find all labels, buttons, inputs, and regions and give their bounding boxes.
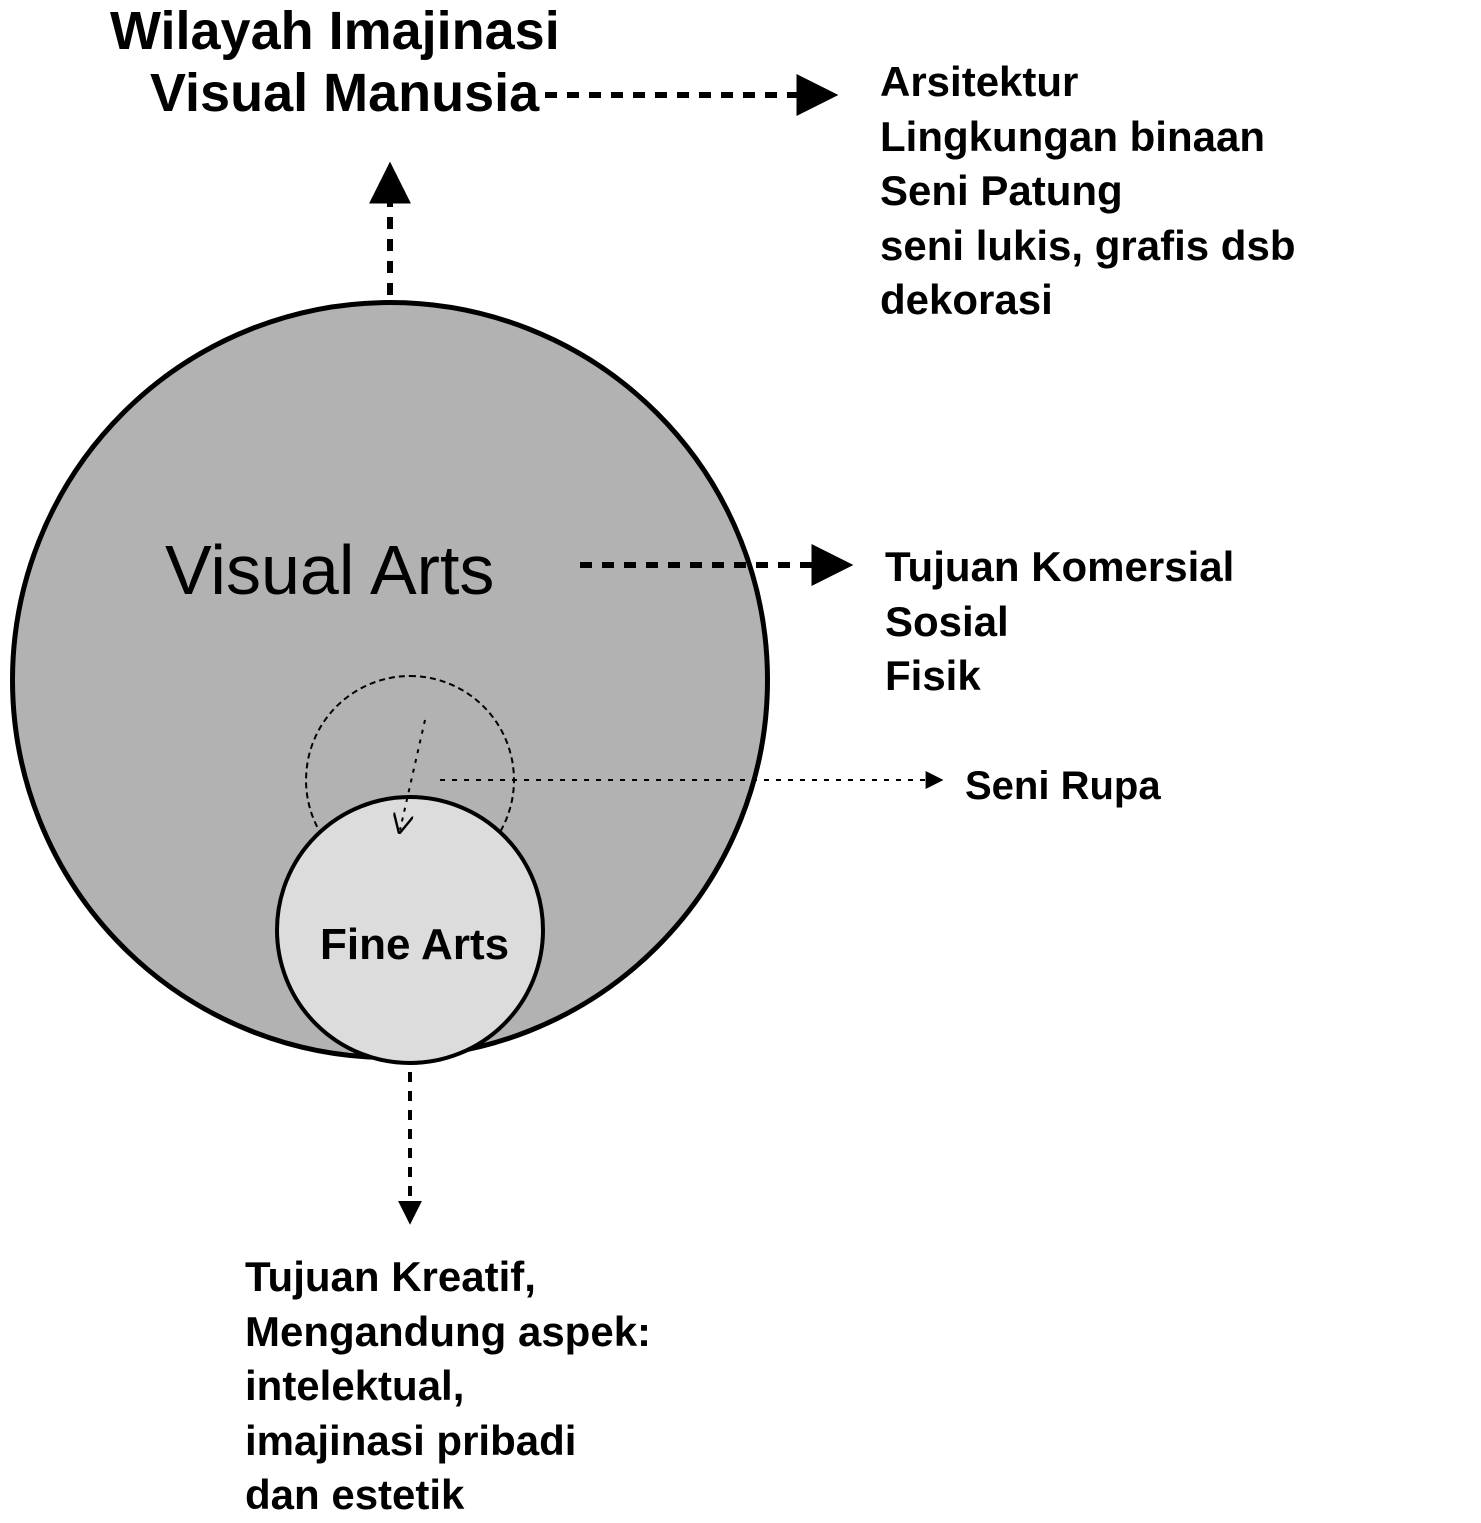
example-item: Seni Patung xyxy=(880,164,1295,219)
seni-rupa-label: Seni Rupa xyxy=(965,760,1161,812)
creative-line: imajinasi pribadi xyxy=(245,1414,651,1469)
purpose-item: Fisik xyxy=(885,649,1234,704)
creative-line: Mengandung aspek: xyxy=(245,1305,651,1360)
visual-arts-label: Visual Arts xyxy=(165,530,494,610)
title-line-2: Visual Manusia xyxy=(110,62,560,124)
examples-list: Arsitektur Lingkungan binaan Seni Patung… xyxy=(880,55,1295,328)
creative-line: Tujuan Kreatif, xyxy=(245,1250,651,1305)
main-title: Wilayah Imajinasi Visual Manusia xyxy=(110,0,560,124)
purpose-list: Tujuan Komersial Sosial Fisik xyxy=(885,540,1234,704)
seni-rupa-text: Seni Rupa xyxy=(965,760,1161,812)
example-item: dekorasi xyxy=(880,273,1295,328)
example-item: Lingkungan binaan xyxy=(880,110,1295,165)
creative-purpose-block: Tujuan Kreatif, Mengandung aspek: intele… xyxy=(245,1250,651,1523)
creative-line: dan estetik xyxy=(245,1468,651,1523)
creative-line: intelektual, xyxy=(245,1359,651,1414)
fine-arts-label: Fine Arts xyxy=(320,920,509,970)
example-item: Arsitektur xyxy=(880,55,1295,110)
title-line-1: Wilayah Imajinasi xyxy=(110,0,560,62)
purpose-item: Sosial xyxy=(885,595,1234,650)
example-item: seni lukis, grafis dsb xyxy=(880,219,1295,274)
purpose-item: Tujuan Komersial xyxy=(885,540,1234,595)
